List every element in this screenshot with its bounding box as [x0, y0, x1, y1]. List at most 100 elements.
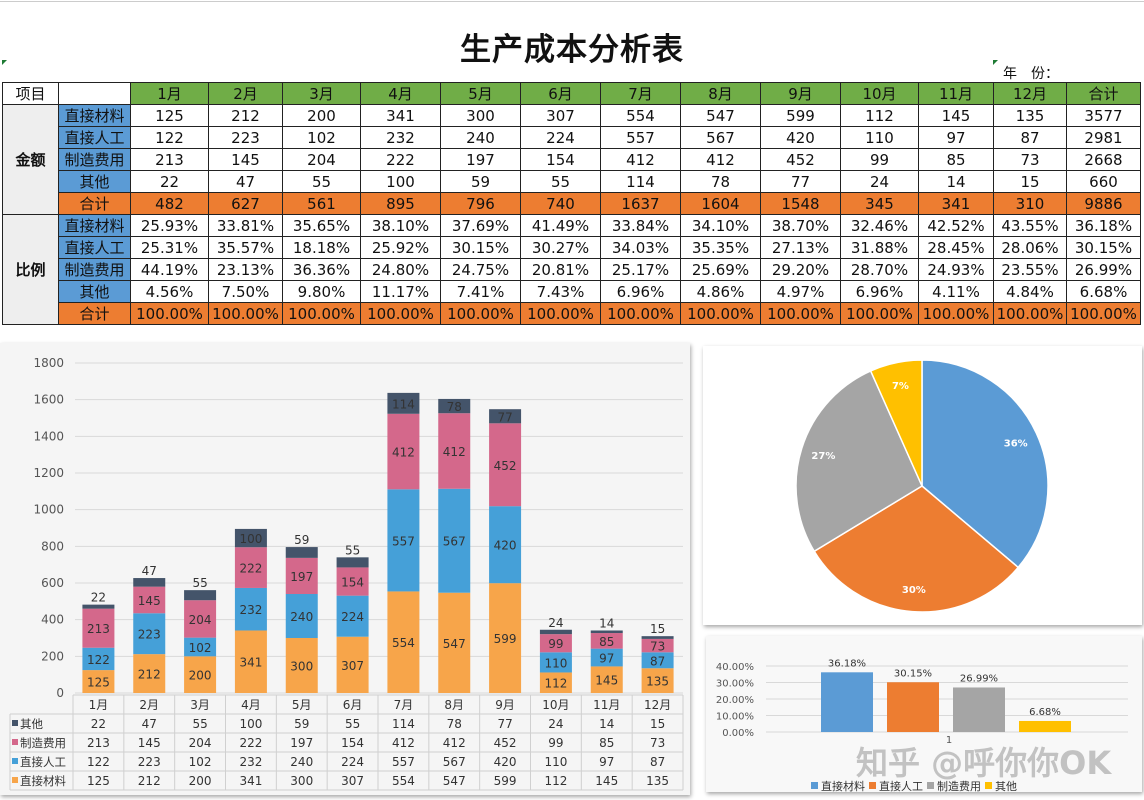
table-cell[interactable]: 895	[360, 192, 441, 215]
table-cell[interactable]: 554	[600, 104, 681, 127]
row-label[interactable]: 制造费用	[58, 148, 131, 171]
table-cell[interactable]: 25.92%	[360, 236, 441, 259]
table-cell[interactable]: 55	[520, 170, 601, 193]
table-cell[interactable]: 599	[760, 104, 841, 127]
table-cell[interactable]: 307	[520, 104, 601, 127]
table-cell[interactable]: 28.45%	[918, 236, 994, 259]
table-cell[interactable]: 100.00%	[1066, 302, 1141, 325]
table-cell[interactable]: 212	[208, 104, 283, 127]
table-cell[interactable]: 341	[360, 104, 441, 127]
table-cell[interactable]: 28.70%	[840, 258, 919, 281]
table-cell[interactable]: 740	[520, 192, 601, 215]
table-cell[interactable]: 1548	[760, 192, 841, 215]
row-label[interactable]: 直接材料	[58, 104, 131, 127]
table-cell[interactable]: 38.70%	[760, 214, 841, 237]
table-cell[interactable]: 100.00%	[440, 302, 521, 325]
table-cell[interactable]: 35.35%	[680, 236, 761, 259]
table-cell[interactable]: 100.00%	[130, 302, 209, 325]
table-cell[interactable]: 25.31%	[130, 236, 209, 259]
table-cell[interactable]: 99	[840, 148, 919, 171]
table-cell[interactable]: 100.00%	[520, 302, 601, 325]
table-cell[interactable]: 200	[282, 104, 361, 127]
table-cell[interactable]: 87	[993, 126, 1067, 149]
table-cell[interactable]: 11.17%	[360, 280, 441, 303]
table-cell[interactable]: 38.10%	[360, 214, 441, 237]
column-header[interactable]: 11月	[918, 82, 994, 105]
table-cell[interactable]: 796	[440, 192, 521, 215]
table-cell[interactable]: 135	[993, 104, 1067, 127]
column-header[interactable]: 7月	[600, 82, 681, 105]
table-cell[interactable]: 25.69%	[680, 258, 761, 281]
table-cell[interactable]: 4.56%	[130, 280, 209, 303]
table-cell[interactable]: 36.36%	[282, 258, 361, 281]
table-cell[interactable]: 9886	[1066, 192, 1141, 215]
table-cell[interactable]: 420	[760, 126, 841, 149]
table-cell[interactable]: 4.97%	[760, 280, 841, 303]
table-cell[interactable]: 6.96%	[840, 280, 919, 303]
row-label[interactable]: 直接人工	[58, 126, 131, 149]
table-cell[interactable]: 452	[760, 148, 841, 171]
table-cell[interactable]: 412	[680, 148, 761, 171]
table-cell[interactable]: 100.00%	[760, 302, 841, 325]
table-cell[interactable]: 100	[360, 170, 441, 193]
table-cell[interactable]: 35.57%	[208, 236, 283, 259]
table-cell[interactable]: 300	[440, 104, 521, 127]
table-cell[interactable]: 310	[993, 192, 1067, 215]
column-header[interactable]: 8月	[680, 82, 761, 105]
table-cell[interactable]: 222	[360, 148, 441, 171]
row-label[interactable]: 其他	[58, 280, 131, 303]
stacked-bar-chart[interactable]: 0 200 400 600 800 1000 1200 1400 1600 1800 125 122 2…	[0, 343, 690, 795]
table-cell[interactable]: 110	[840, 126, 919, 149]
ratio-bar-chart[interactable]: 0.00% 10.00% 20.00% 30.00% 40.00% 36.18% 30.15…	[706, 636, 1142, 793]
table-cell[interactable]: 100.00%	[600, 302, 681, 325]
table-cell[interactable]: 232	[360, 126, 441, 149]
pie-chart[interactable]: 36% 30% 27% 7%	[703, 346, 1142, 625]
table-cell[interactable]: 24.75%	[440, 258, 521, 281]
table-cell[interactable]: 204	[282, 148, 361, 171]
column-header[interactable]: 6月	[520, 82, 601, 105]
table-cell[interactable]: 20.81%	[520, 258, 601, 281]
table-cell[interactable]: 34.10%	[680, 214, 761, 237]
table-cell[interactable]: 97	[918, 126, 994, 149]
table-cell[interactable]: 122	[130, 126, 209, 149]
table-cell[interactable]: 224	[520, 126, 601, 149]
table-cell[interactable]: 482	[130, 192, 209, 215]
table-cell[interactable]: 561	[282, 192, 361, 215]
table-cell[interactable]: 9.80%	[282, 280, 361, 303]
table-cell[interactable]: 7.41%	[440, 280, 521, 303]
table-cell[interactable]: 32.46%	[840, 214, 919, 237]
table-cell[interactable]: 23.13%	[208, 258, 283, 281]
table-cell[interactable]: 102	[282, 126, 361, 149]
table-cell[interactable]: 30.27%	[520, 236, 601, 259]
table-cell[interactable]: 4.11%	[918, 280, 994, 303]
table-cell[interactable]: 73	[993, 148, 1067, 171]
column-header[interactable]: 合计	[1066, 82, 1141, 105]
table-cell[interactable]: 557	[600, 126, 681, 149]
table-cell[interactable]: 223	[208, 126, 283, 149]
table-cell[interactable]: 22	[130, 170, 209, 193]
table-cell[interactable]: 23.55%	[993, 258, 1067, 281]
table-cell[interactable]: 4.84%	[993, 280, 1067, 303]
table-cell[interactable]: 145	[918, 104, 994, 127]
table-cell[interactable]: 412	[600, 148, 681, 171]
column-header[interactable]: 3月	[282, 82, 361, 105]
table-cell[interactable]: 24.80%	[360, 258, 441, 281]
table-cell[interactable]: 33.81%	[208, 214, 283, 237]
table-cell[interactable]: 59	[440, 170, 521, 193]
table-cell[interactable]: 15	[993, 170, 1067, 193]
table-cell[interactable]: 125	[130, 104, 209, 127]
table-cell[interactable]: 29.20%	[760, 258, 841, 281]
row-label[interactable]: 合计	[58, 302, 131, 325]
table-cell[interactable]: 100.00%	[918, 302, 994, 325]
column-header[interactable]: 5月	[440, 82, 521, 105]
table-cell[interactable]: 77	[760, 170, 841, 193]
table-cell[interactable]: 6.96%	[600, 280, 681, 303]
table-cell[interactable]: 24.93%	[918, 258, 994, 281]
table-cell[interactable]: 100.00%	[840, 302, 919, 325]
table-cell[interactable]: 4.86%	[680, 280, 761, 303]
table-cell[interactable]: 100.00%	[993, 302, 1067, 325]
table-cell[interactable]: 18.18%	[282, 236, 361, 259]
table-cell[interactable]: 25.17%	[600, 258, 681, 281]
row-label[interactable]: 其他	[58, 170, 131, 193]
row-label[interactable]: 直接人工	[58, 236, 131, 259]
